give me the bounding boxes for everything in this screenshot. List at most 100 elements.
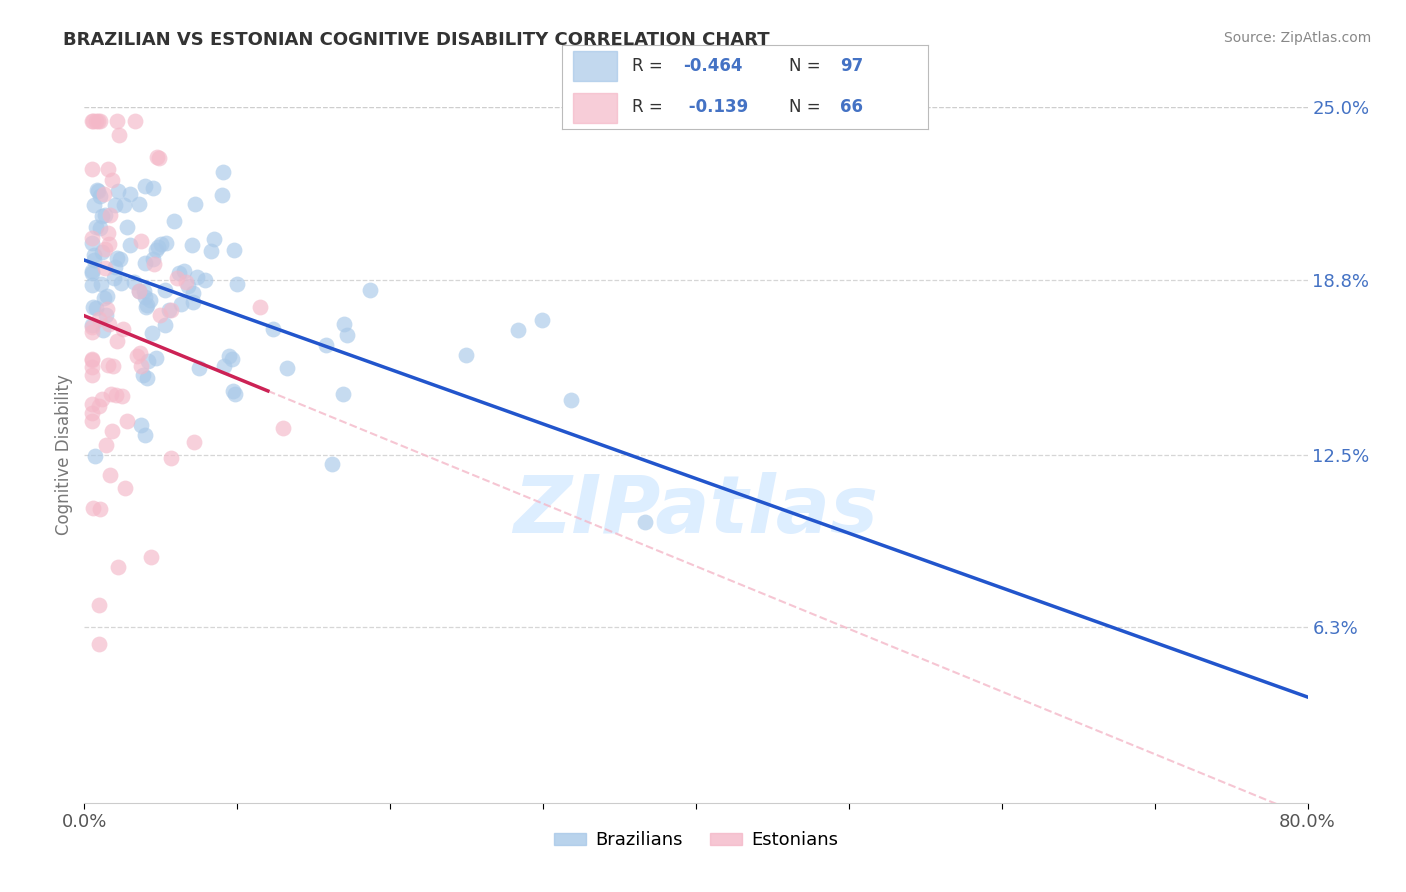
Point — [131, 418, 153, 433]
Point — [271, 421, 294, 435]
Point — [333, 317, 356, 331]
Point — [136, 298, 159, 312]
Point — [80, 414, 103, 428]
Point — [105, 251, 128, 265]
Point — [105, 114, 128, 128]
Point — [87, 400, 110, 414]
Point — [136, 354, 159, 368]
Point — [183, 434, 205, 449]
Point — [96, 302, 118, 317]
Point — [80, 325, 103, 339]
Point — [200, 244, 222, 259]
Point — [132, 368, 155, 383]
Point — [94, 309, 117, 323]
Point — [83, 198, 105, 212]
Point — [91, 323, 114, 337]
Point — [93, 291, 115, 305]
Text: Source: ZipAtlas.com: Source: ZipAtlas.com — [1223, 31, 1371, 45]
Point — [132, 284, 155, 298]
Point — [167, 266, 190, 280]
Point — [186, 270, 208, 285]
Point — [224, 243, 246, 257]
Point — [80, 352, 103, 367]
Point — [125, 349, 148, 363]
Point — [87, 598, 110, 612]
Point — [131, 234, 153, 248]
Point — [136, 371, 159, 385]
Point — [149, 308, 172, 322]
Point — [315, 338, 337, 352]
Text: N =: N = — [789, 57, 825, 75]
Point — [211, 165, 233, 179]
Point — [146, 240, 169, 254]
Point — [80, 406, 103, 420]
Point — [194, 273, 217, 287]
Point — [98, 317, 121, 331]
Point — [129, 359, 152, 373]
Text: BRAZILIAN VS ESTONIAN COGNITIVE DISABILITY CORRELATION CHART: BRAZILIAN VS ESTONIAN COGNITIVE DISABILI… — [63, 31, 770, 49]
Point — [104, 260, 127, 274]
Point — [181, 285, 204, 300]
Point — [80, 114, 103, 128]
Point — [94, 208, 117, 222]
Point — [97, 161, 120, 176]
Point — [149, 237, 172, 252]
Point — [91, 245, 114, 260]
Point — [103, 271, 125, 285]
Point — [118, 238, 141, 252]
Point — [336, 328, 359, 343]
Point — [141, 326, 163, 340]
Point — [530, 312, 553, 326]
Point — [104, 197, 127, 211]
Point — [212, 359, 235, 373]
Point — [89, 637, 111, 651]
Point — [97, 359, 120, 373]
Point — [560, 393, 582, 408]
Point — [89, 221, 111, 235]
Point — [222, 384, 245, 399]
Point — [83, 248, 105, 262]
Point — [80, 263, 103, 277]
Y-axis label: Cognitive Disability: Cognitive Disability — [55, 375, 73, 535]
Point — [112, 198, 135, 212]
Point — [97, 226, 120, 240]
Point — [80, 235, 103, 250]
Text: 97: 97 — [841, 57, 863, 75]
Point — [80, 319, 103, 334]
Point — [89, 502, 111, 516]
Point — [84, 449, 107, 463]
Point — [80, 161, 103, 176]
Point — [94, 260, 117, 275]
Point — [83, 252, 105, 267]
Point — [93, 186, 115, 201]
Point — [218, 349, 240, 363]
Point — [142, 252, 165, 266]
Point — [101, 173, 124, 187]
Point — [108, 128, 131, 142]
Point — [225, 277, 247, 292]
Point — [139, 293, 162, 308]
Point — [100, 208, 122, 222]
Point — [183, 295, 205, 310]
Point — [359, 283, 381, 297]
Text: 66: 66 — [841, 98, 863, 116]
Point — [134, 256, 156, 270]
Point — [134, 178, 156, 193]
Point — [80, 318, 103, 333]
Bar — [574, 93, 617, 122]
Point — [84, 301, 107, 315]
Point — [103, 359, 125, 373]
Point — [142, 181, 165, 195]
Point — [100, 387, 122, 401]
Point — [135, 300, 157, 314]
Text: R =: R = — [631, 98, 668, 116]
Point — [86, 183, 108, 197]
Point — [105, 334, 128, 349]
Point — [177, 279, 200, 293]
Point — [506, 323, 529, 337]
Point — [89, 189, 111, 203]
Point — [180, 237, 202, 252]
Point — [173, 263, 195, 277]
Point — [80, 368, 103, 383]
Text: -0.464: -0.464 — [683, 57, 742, 75]
